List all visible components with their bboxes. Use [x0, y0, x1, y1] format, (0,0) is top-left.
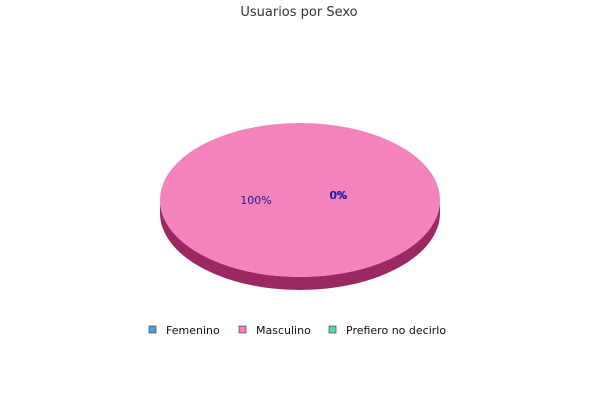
pie-side — [160, 200, 440, 290]
legend-label-prefiero: Prefiero no decirlo — [346, 324, 446, 337]
legend-swatch-femenino — [148, 325, 157, 334]
chart-title: Usuarios por Sexo — [240, 5, 357, 20]
legend-label-femenino: Femenino — [166, 324, 220, 337]
data-label-prefiero: 0% — [330, 189, 347, 202]
legend-swatch-prefiero — [328, 325, 337, 334]
data-label-masculino: 100% — [240, 194, 271, 207]
data-label-femenino: 0% — [329, 189, 346, 202]
pie-slice-masculino — [160, 123, 440, 277]
legend-swatch-masculino — [238, 325, 247, 334]
pie-slices — [160, 123, 440, 277]
legend: Femenino Masculino Prefiero no decirlo — [148, 324, 446, 337]
legend-label-masculino: Masculino — [256, 324, 311, 337]
